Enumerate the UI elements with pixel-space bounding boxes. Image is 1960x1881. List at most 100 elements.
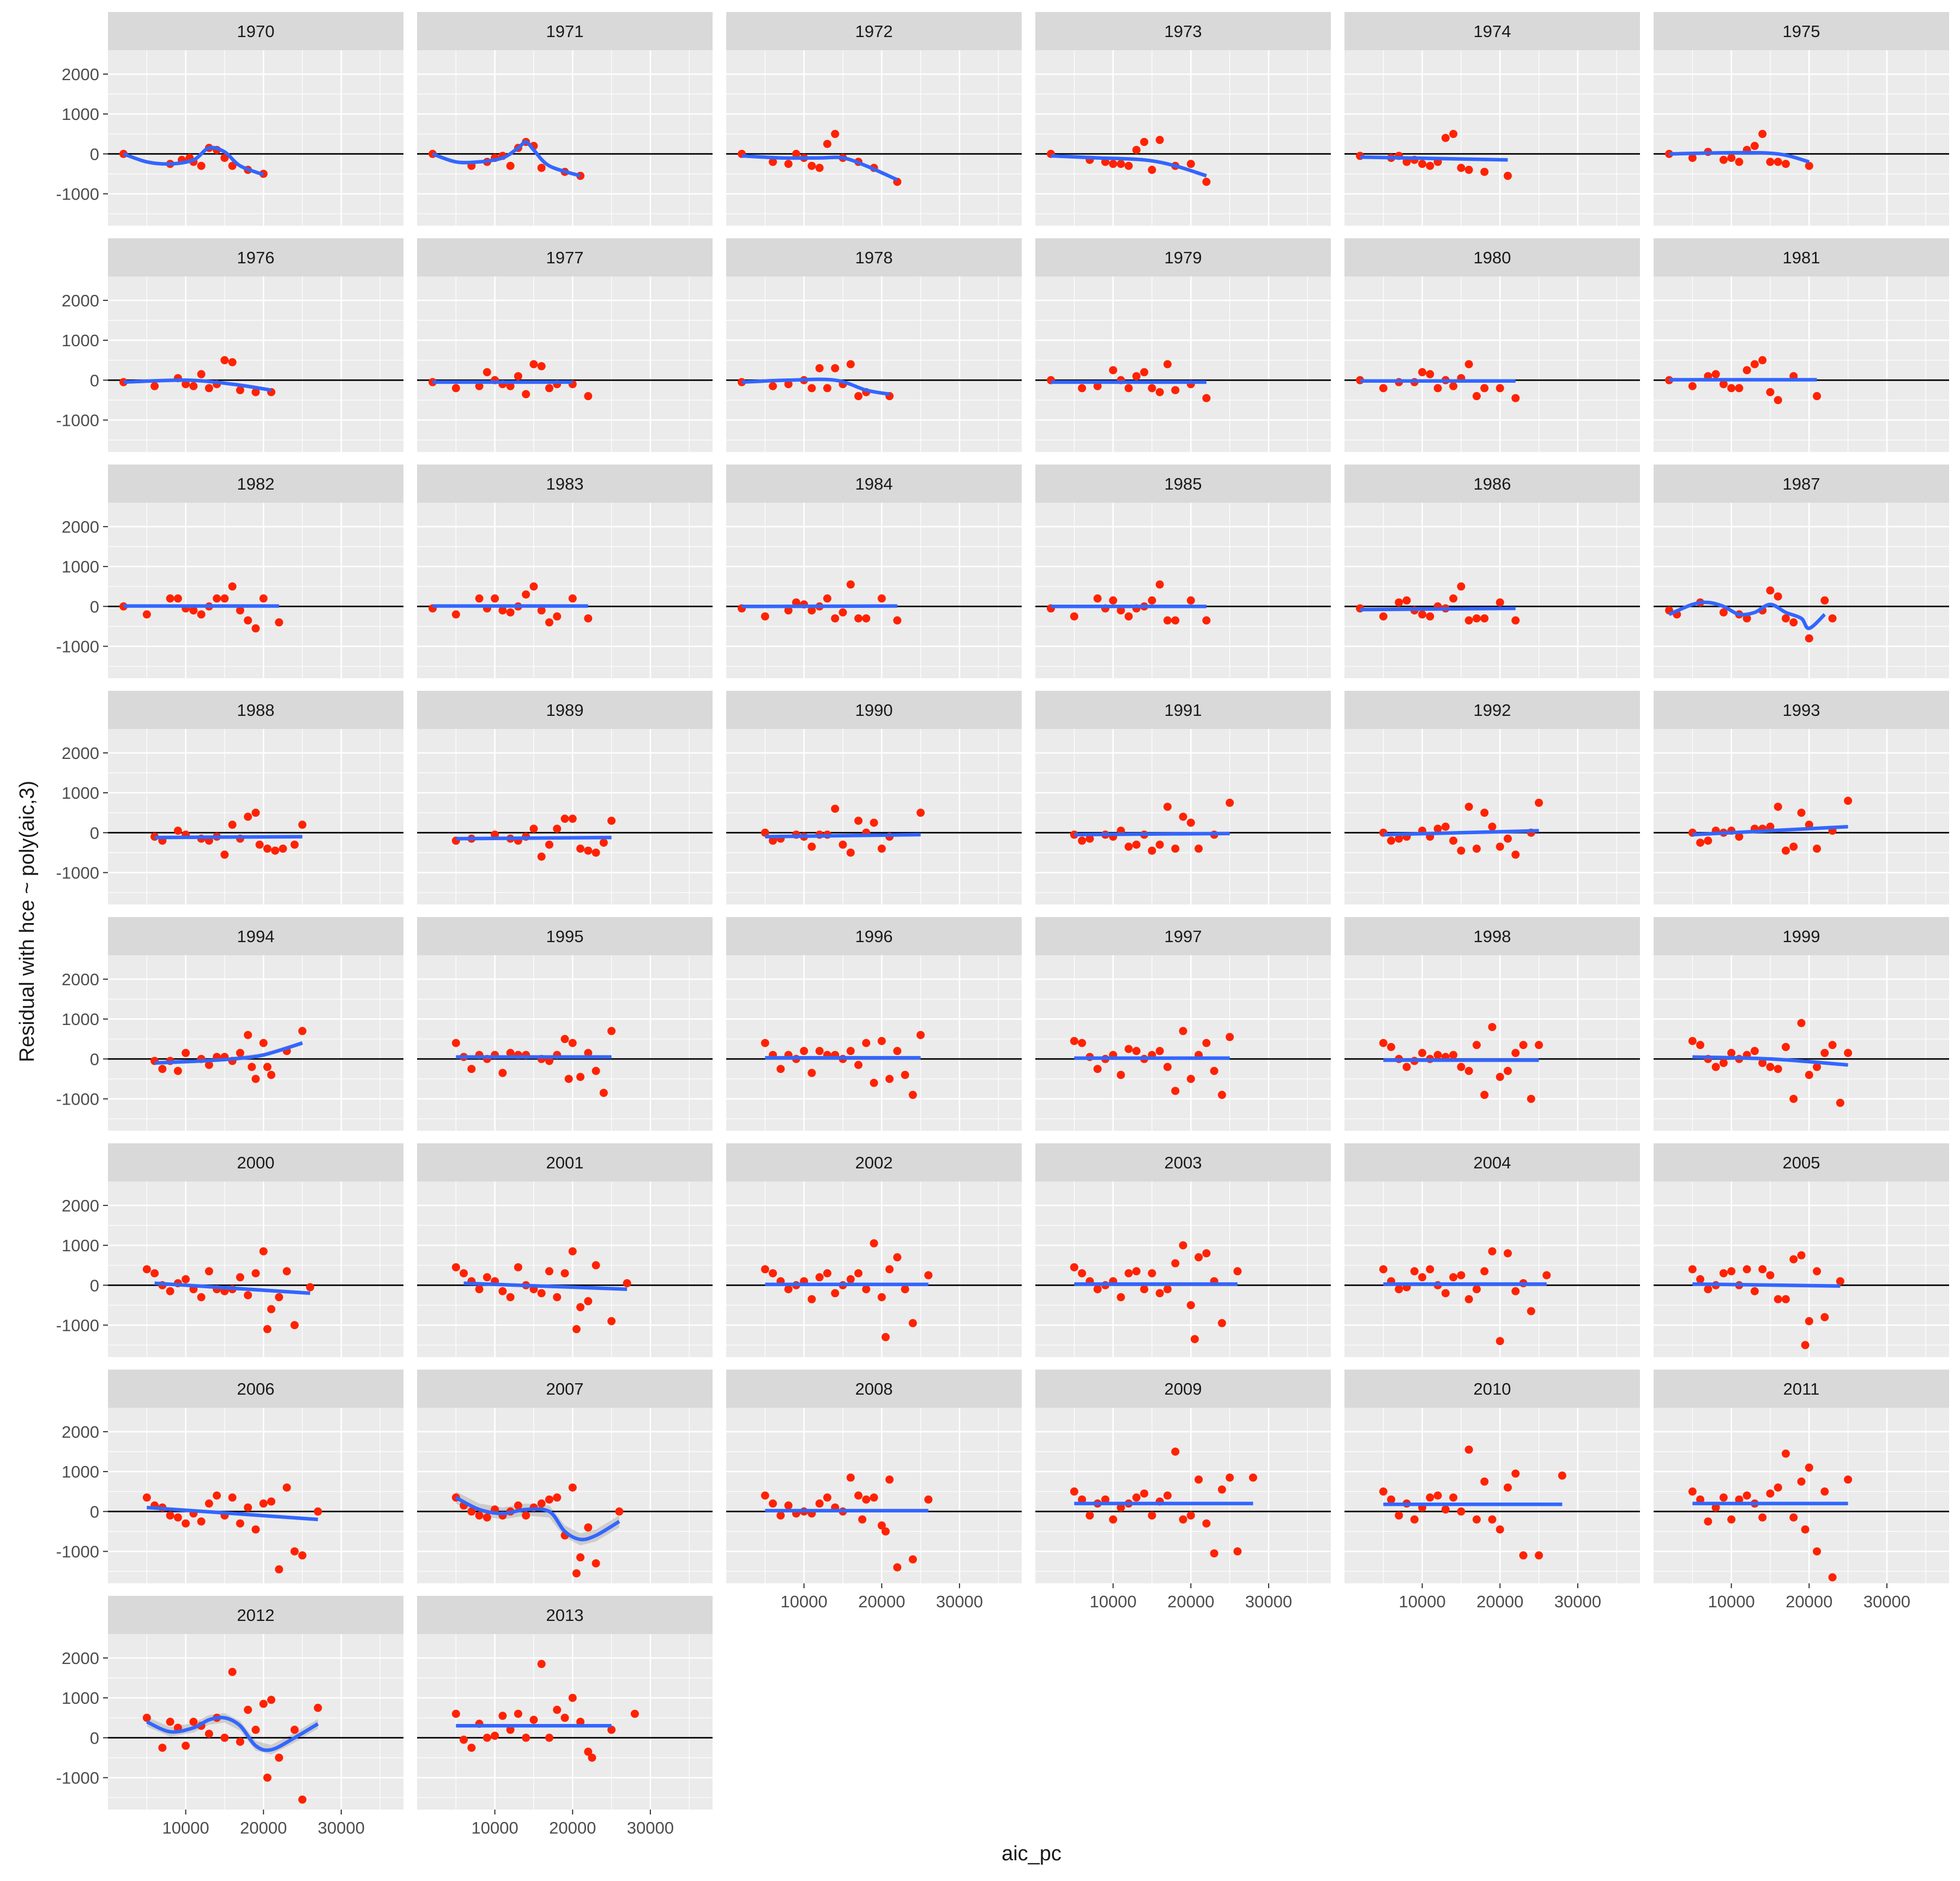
data-point: [228, 161, 237, 170]
data-point: [220, 1733, 229, 1742]
data-point: [545, 840, 553, 849]
data-point: [1813, 845, 1822, 853]
data-point: [854, 392, 863, 401]
data-point: [1742, 1491, 1751, 1500]
facet-panel-2011: 2011 10000 20000 30000: [1654, 1370, 1949, 1611]
panel-background: [108, 50, 403, 226]
facet-strip: [108, 691, 403, 729]
data-point: [1387, 836, 1396, 845]
data-point: [924, 1271, 933, 1280]
data-point: [545, 1495, 553, 1504]
data-point: [228, 582, 237, 591]
data-point: [1085, 1511, 1094, 1520]
y-tick-label: 0: [90, 1728, 99, 1747]
data-point: [1813, 1267, 1822, 1276]
data-point: [862, 1039, 871, 1047]
data-point: [831, 614, 840, 623]
data-point: [236, 1738, 244, 1746]
facet-panel-1970: 1970 2000 1000 0 -1000: [56, 12, 403, 226]
data-point: [1511, 1469, 1520, 1478]
x-tick-label: 20000: [1786, 1592, 1832, 1611]
x-tick-label: 10000: [472, 1818, 518, 1837]
facet-strip: [417, 12, 713, 50]
data-point: [1186, 1511, 1195, 1520]
data-point: [290, 1726, 299, 1734]
data-point: [831, 1289, 840, 1298]
data-point: [522, 390, 530, 399]
data-point: [784, 160, 793, 168]
y-tick-label: -1000: [56, 1089, 99, 1108]
data-point: [1750, 1287, 1759, 1295]
data-point: [784, 1501, 793, 1510]
data-point: [607, 1317, 616, 1325]
data-point: [1464, 360, 1473, 369]
data-point: [1195, 845, 1203, 853]
data-point: [1426, 1265, 1434, 1274]
data-point: [862, 614, 871, 623]
data-point: [267, 1497, 276, 1506]
data-point: [1527, 1094, 1535, 1103]
data-point: [592, 1559, 600, 1568]
data-point: [599, 839, 608, 847]
panel-background: [1344, 1181, 1640, 1357]
data-point: [592, 1066, 600, 1075]
data-point: [537, 1660, 546, 1668]
data-point: [537, 606, 546, 615]
data-point: [529, 582, 538, 591]
data-point: [1433, 1051, 1442, 1059]
data-point: [1457, 1063, 1466, 1071]
facet-panel-1974: 1974: [1344, 12, 1640, 226]
facet-panel-1977: 1977: [417, 238, 713, 452]
data-point: [807, 606, 816, 615]
data-point: [1696, 1275, 1705, 1283]
facet-strip: [417, 1370, 713, 1408]
x-tick-label: 10000: [1090, 1592, 1137, 1611]
data-point: [213, 1491, 221, 1500]
data-point: [1766, 388, 1775, 396]
y-tick-label: 0: [90, 597, 99, 616]
data-point: [483, 1273, 491, 1282]
data-point: [815, 364, 824, 372]
data-point: [1488, 1247, 1497, 1256]
data-point: [623, 1279, 631, 1288]
data-point: [1117, 1503, 1125, 1512]
data-point: [1504, 172, 1512, 180]
data-point: [1217, 1090, 1226, 1099]
facet-strip-label: 1985: [1165, 474, 1202, 493]
data-point: [576, 1303, 585, 1312]
data-point: [267, 1305, 276, 1313]
data-point: [142, 1265, 151, 1274]
data-point: [150, 382, 159, 390]
facet-strip-label: 1982: [237, 474, 275, 493]
data-point: [1433, 824, 1442, 833]
data-point: [1426, 612, 1434, 621]
data-point: [901, 1071, 909, 1080]
facet-strip-label: 1987: [1783, 474, 1820, 493]
data-point: [251, 388, 260, 396]
data-point: [220, 154, 229, 162]
data-point: [1480, 614, 1489, 623]
data-point: [1155, 136, 1164, 144]
data-point: [1426, 161, 1434, 170]
data-point: [1249, 1473, 1257, 1482]
smooth-trend-line: [123, 378, 272, 392]
data-point: [1148, 846, 1156, 855]
data-point: [1449, 130, 1458, 138]
smooth-trend-line: [765, 833, 921, 839]
data-point: [1163, 1491, 1172, 1500]
data-point: [537, 852, 546, 861]
smooth-trend-line: [741, 377, 890, 396]
data-point: [1696, 839, 1705, 847]
facet-panel-1979: 1979: [1035, 238, 1331, 452]
data-point: [451, 1039, 460, 1047]
data-point: [1480, 809, 1489, 817]
facet-strip: [1344, 1370, 1640, 1408]
data-point: [1766, 1489, 1775, 1498]
smooth-trend-line: [1669, 150, 1810, 164]
data-point: [1171, 845, 1180, 853]
data-point: [807, 384, 816, 393]
facet-strip: [1654, 1143, 1949, 1181]
data-point: [792, 598, 800, 607]
data-point: [1395, 1285, 1403, 1294]
data-point: [1774, 803, 1782, 811]
